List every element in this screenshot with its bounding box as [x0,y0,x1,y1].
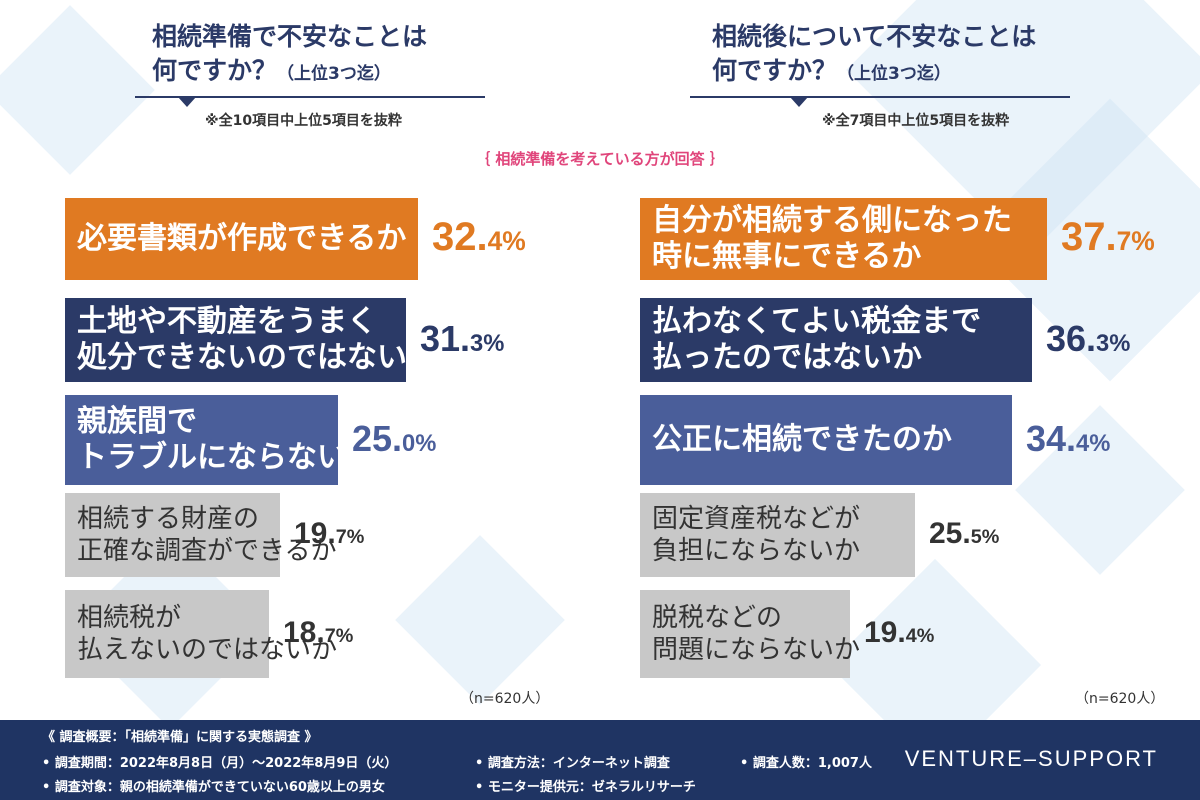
left-bar-label-5: 相続税が 払えないのではないか [77,603,338,665]
right-bar-4: 固定資産税などが 負担にならないか [640,493,915,577]
right-value-label-2: 36.3% [1046,318,1131,360]
left-title-sub: （上位3つ迄） [277,64,391,84]
respondent-note: ｛ 相続準備を考えている方が回答 ｝ [475,150,725,168]
left-value-label-4: 19.7% [294,517,365,550]
left-title-line2: 何ですか？（上位3つ迄） [152,56,391,85]
left-value-label-1: 32.4% [432,215,526,259]
right-bar-5: 脱税などの 問題にならないか [640,590,860,678]
left-title-rule [135,96,485,98]
left-sample-size: （n=620人） [460,691,550,707]
right-bar-label-5: 脱税などの 問題にならないか [652,603,861,665]
left-value-label-3: 25.0% [352,418,437,460]
right-bar-3: 公正に相続できたのか [640,395,1012,485]
right-title-notch [790,97,808,107]
left-bar-label-3: 親族間で トラブルにならないか [77,404,377,475]
left-bar-1: 必要書類が作成できるか [65,198,418,280]
left-bar-4: 相続する財産の 正確な調査ができるか [65,493,336,577]
footer-count: • 調査人数：1,007人 [740,756,872,771]
right-bar-label-3: 公正に相続できたのか [652,422,952,457]
brand-logo: VENTURE–SUPPORT [904,746,1158,771]
right-bar-label-2: 払わなくてよい税金まで 払ったのではないか [652,304,982,375]
right-bar-label-4: 固定資産税などが 負担にならないか [652,504,861,566]
right-title-line2: 何ですか？（上位3つ迄） [712,56,951,85]
left-bar-label-1: 必要書類が作成できるか [77,221,407,256]
right-bar-label-1: 自分が相続する側になった 時に無事にできるか [652,203,1012,274]
right-note: ※全7項目中上位5項目を抜粋 [822,113,1010,129]
left-title-notch [178,97,196,107]
left-bar-label-4: 相続する財産の 正確な調査ができるか [77,504,337,566]
left-bar-2: 土地や不動産をうまく 処分できないのではないか [65,298,437,382]
left-bar-3: 親族間で トラブルにならないか [65,395,377,485]
right-value-label-3: 34.4% [1026,418,1111,460]
footer-heading: 《 調査概要：「相続準備」に関する実態調査 》 [42,730,318,745]
left-value-label-2: 31.3% [420,318,505,360]
left-value-label-5: 18.7% [283,616,354,649]
right-value-label-1: 37.7% [1061,215,1155,259]
footer-target: • 調査対象：親の相続準備ができていない60歳以上の男女 [42,780,385,795]
right-value-label-5: 19.4% [864,616,935,649]
footer-method: • 調査方法：インターネット調査 [475,756,670,771]
footer-period: • 調査期間：2022年8月8日（月）～2022年8月9日（火） [42,756,398,771]
right-bar-2: 払わなくてよい税金まで 払ったのではないか [640,298,1032,382]
left-bar-label-2: 土地や不動産をうまく 処分できないのではないか [77,304,437,375]
left-chart-title: 相続準備で不安なことは 何ですか？（上位3つ迄） [152,20,427,91]
right-title-line1: 相続後について不安なことは [712,22,1037,51]
right-title-sub: （上位3つ迄） [837,64,951,84]
right-title-rule [690,96,1070,98]
right-value-label-4: 25.5% [929,517,1000,550]
right-sample-size: （n=620人） [1075,691,1165,707]
right-chart-title: 相続後について不安なことは 何ですか？（上位3つ迄） [712,20,1036,91]
background-diamond [395,535,565,705]
left-note: ※全10項目中上位5項目を抜粋 [205,113,402,129]
right-bar-1: 自分が相続する側になった 時に無事にできるか [640,198,1047,280]
footer-provider: • モニター提供元：ゼネラルリサーチ [475,780,696,795]
left-bar-5: 相続税が 払えないのではないか [65,590,337,678]
left-title-line1: 相続準備で不安なことは [152,22,428,51]
survey-footer: 《 調査概要：「相続準備」に関する実態調査 》 • 調査期間：2022年8月8日… [0,720,1200,800]
